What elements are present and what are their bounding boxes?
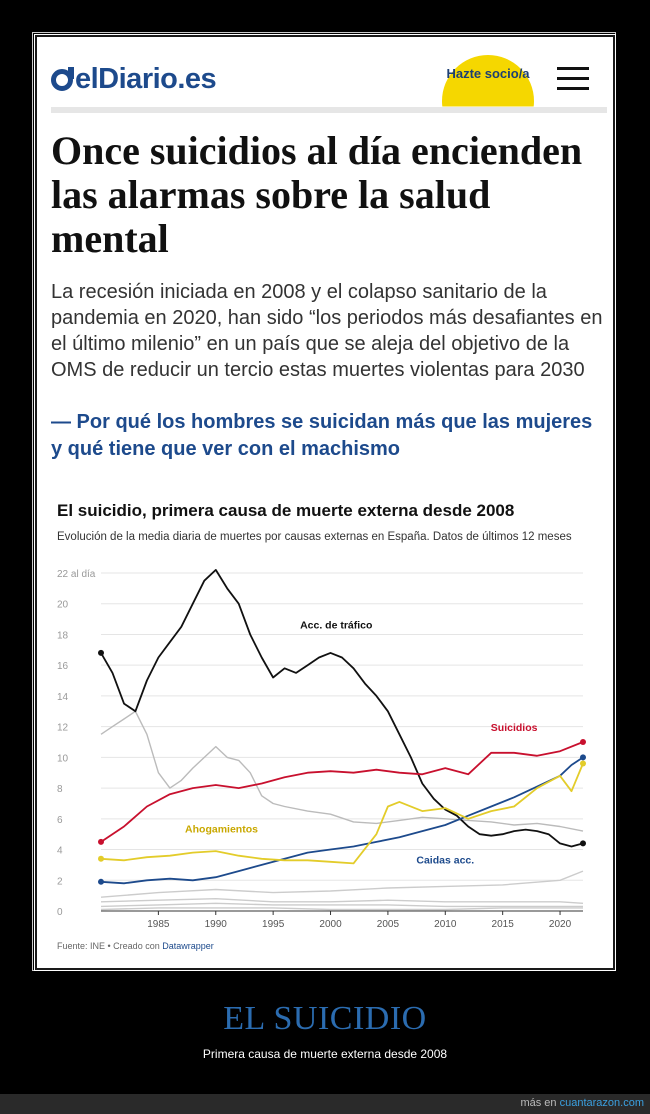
x-tick-label: 2000 (319, 919, 342, 930)
chart-source: Fuente: INE • Creado con Datawrapper (57, 941, 214, 951)
series-line-suicidios (100, 741, 584, 843)
footer-bar (0, 1094, 650, 1114)
y-tick-label: 14 (57, 692, 69, 703)
series-label-traffic: Acc. de tráfico (300, 619, 372, 631)
series-end-point (580, 754, 586, 761)
line-chart: 0 2 4 6 8 10 12 14 16 18 20 22 al día 1985 1990 1995 20… (57, 569, 586, 930)
series-end-point (580, 840, 586, 847)
y-tick-label: 12 (57, 723, 69, 734)
logo-text: elDiario.es (75, 63, 217, 95)
series-label-drown: Ahogamientos (185, 824, 258, 836)
y-tick-label: 6 (57, 815, 63, 826)
caption-subtitle: Primera causa de muerte externa desde 20… (202, 1047, 448, 1061)
series-line-acc-de-tr-fico (100, 569, 584, 848)
series-line-ahogamientos (100, 763, 584, 865)
y-tick-label: 8 (57, 784, 63, 795)
x-tick-label: 1990 (205, 919, 228, 930)
series-line-other (100, 710, 584, 832)
page-title: Once suicidios al día encienden las alar… (51, 128, 583, 261)
related-article-link[interactable]: — Por qué los hombres se suicidan más qu… (51, 411, 593, 460)
x-tick-label: 2015 (492, 919, 515, 930)
article-card: elDiario.es Hazte socio/a Once suicidios… (34, 34, 616, 971)
hamburger-menu-icon[interactable] (557, 67, 589, 91)
series-line-other (100, 898, 584, 904)
logo-icon (51, 66, 74, 91)
y-tick-label: 0 (57, 907, 63, 918)
series-start-point (98, 838, 104, 845)
x-tick-label: 1985 (147, 919, 170, 930)
x-tick-label: 2010 (434, 919, 457, 930)
article-lead: La recesión iniciada en 2008 y el colaps… (51, 281, 603, 381)
source-prefix: Fuente: INE • Creado con (57, 941, 163, 951)
y-tick-label: 18 (57, 630, 69, 641)
y-tick-label: 22 al día (57, 569, 96, 580)
y-tick-label: 4 (57, 846, 63, 857)
series-label-suicide: Suicidios (491, 722, 538, 734)
x-tick-label: 1995 (262, 919, 285, 930)
y-tick-label: 16 (57, 661, 69, 672)
chart-title: El suicidio, primera causa de muerte ext… (57, 501, 515, 520)
site-logo[interactable]: elDiario.es (51, 63, 217, 96)
footer: más en cuantarazon.com (520, 1097, 644, 1109)
series-line-caidas-acc (100, 756, 584, 885)
y-tick-label: 2 (57, 876, 63, 887)
footer-site-link[interactable]: cuantarazon.com (559, 1097, 644, 1109)
series-start-point (98, 649, 104, 656)
chart-subtitle: Evolución de la media diaria de muertes … (57, 531, 572, 543)
series-line-other (100, 902, 583, 908)
x-tick-label: 2020 (549, 919, 572, 930)
x-tick-label: 2005 (377, 919, 400, 930)
footer-prefix: más en (520, 1097, 560, 1109)
caption-title: EL SUICIDIO (223, 1000, 427, 1037)
series-end-point (580, 739, 586, 745)
series-start-point (98, 878, 104, 885)
datawrapper-link[interactable]: Datawrapper (162, 941, 214, 951)
series-line-other (100, 870, 584, 898)
y-tick-label: 20 (57, 600, 69, 611)
subscribe-label: Hazte socio/a (446, 66, 530, 81)
series-start-point (98, 855, 104, 862)
series-line-other (100, 907, 583, 911)
y-tick-label: 10 (57, 753, 69, 764)
series-end-point (580, 760, 586, 767)
site-header: elDiario.es Hazte socio/a (35, 35, 615, 111)
header-divider (51, 107, 607, 113)
series-label-falls: Caidas acc. (416, 854, 474, 866)
